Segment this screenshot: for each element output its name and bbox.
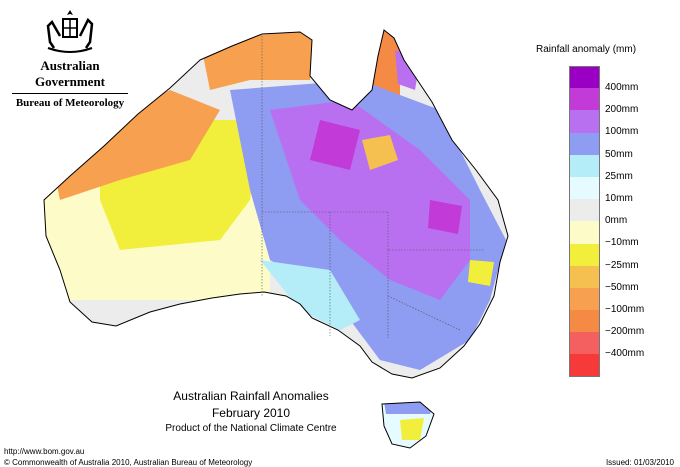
footer-copyright: © Commonwealth of Australia 2010, Austra… [4,458,253,467]
legend-swatch [569,354,600,377]
legend-label: 200mm [605,104,639,116]
legend-label: 100mm [605,126,639,138]
legend-label: 400mm [605,82,639,93]
map-product: Product of the National Climate Centre [165,423,337,434]
coat-of-arms-icon [46,10,94,53]
legend-label: −25mm [605,259,639,271]
legend-swatch [569,332,600,355]
legend-swatch [569,199,600,222]
legend-label: −50mm [605,281,639,293]
map-period: February 2010 [211,406,291,420]
legend-swatch [569,154,600,177]
legend-swatch [569,132,600,155]
legend-label: −100mm [605,303,645,315]
legend-label: 0mm [605,215,628,227]
legend-swatch [569,287,600,311]
footer-issued: Issued: 01/03/2010 [605,458,674,467]
legend-label: −200mm [605,326,645,338]
map-title-block: Australian Rainfall Anomalies February 2… [116,388,386,436]
legend-swatch [569,265,600,288]
legend-label: 10mm [605,192,633,204]
map-title: Australian Rainfall Anomalies [173,389,329,403]
legend-swatch [569,110,600,133]
header-divider [12,93,128,94]
legend-title: Rainfall anomaly (mm) [536,44,637,55]
legend-label: 25mm [605,170,633,182]
legend-swatch [569,88,600,111]
legend-swatch [569,176,600,200]
legend-label: −400mm [605,348,645,360]
footer-url[interactable]: http://www.bom.gov.au [4,447,85,456]
legend-label: −10mm [605,237,639,249]
government-title: Australian Government [34,58,106,89]
legend-swatch [569,221,600,244]
legend-swatch [569,243,600,266]
bureau-title: Bureau of Meteorology [15,97,125,109]
legend-swatch [569,310,600,333]
legend-swatch [569,66,600,89]
legend-label: 50mm [605,148,633,160]
header: Australian Government Bureau of Meteorol… [6,8,134,109]
